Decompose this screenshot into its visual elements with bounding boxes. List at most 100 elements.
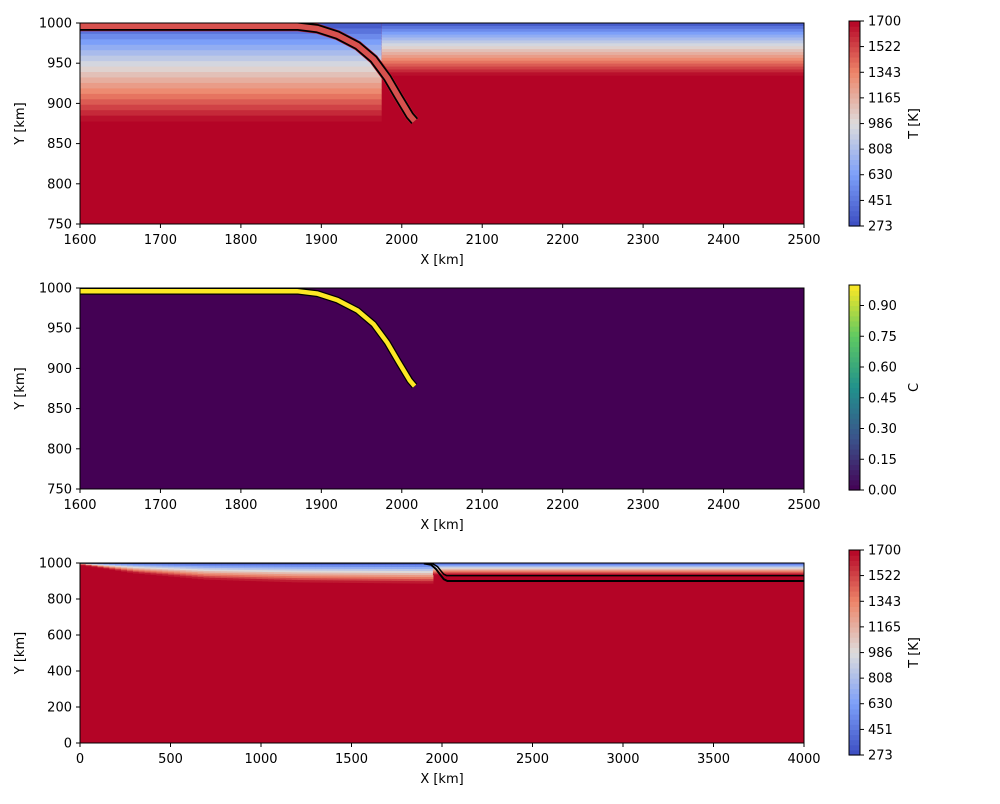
left-plate-cell (103, 565, 110, 567)
left-plate-cell (368, 572, 375, 576)
left-plate-cell (327, 576, 334, 579)
x-tick-label: 2300 (627, 233, 660, 248)
left-plate-cell (215, 574, 222, 577)
left-plate-cell (238, 569, 246, 573)
left-plate-cell (385, 580, 393, 584)
left-plate-cell (291, 579, 299, 583)
left-plate-cell (221, 571, 228, 574)
colorbar-tick-label: 808 (868, 143, 893, 158)
left-plate-cell (109, 566, 116, 568)
left-plate-cell (315, 572, 322, 575)
left-plate-cell (321, 566, 328, 570)
left-plate-cell (309, 564, 316, 568)
left-plate-cell (127, 566, 134, 569)
left-plate-cell (150, 571, 157, 573)
left-plate-cell (115, 568, 122, 570)
left-plate-cell (368, 580, 375, 584)
left-plate-cell (350, 574, 357, 578)
left-plate-cell (380, 580, 387, 584)
left-plate-cell (144, 571, 152, 574)
colorbar-segment (849, 346, 860, 353)
right-plate-band (432, 564, 804, 566)
colorbar-segment (849, 290, 860, 296)
left-plate-cell (121, 564, 128, 566)
left-plate-band (80, 28, 382, 35)
left-plate-cell (274, 568, 281, 571)
left-plate-cell (191, 576, 199, 579)
left-plate-cell (203, 564, 210, 567)
colorbar-segment (849, 667, 860, 674)
left-plate-cell (156, 572, 163, 575)
left-plate-cell (309, 580, 316, 583)
left-plate-cell (421, 569, 428, 572)
left-plate-cell (80, 564, 87, 566)
left-plate-cell (421, 575, 428, 578)
colorbar-segment (849, 570, 860, 577)
left-plate-cell (397, 570, 405, 574)
left-plate-cell (132, 570, 140, 572)
left-plate-cell (138, 563, 146, 565)
colorbar-segment (849, 642, 860, 648)
colorbar-segment (849, 36, 860, 43)
left-plate-cell (332, 578, 340, 581)
left-plate-cell (174, 565, 181, 568)
left-plate-cell (174, 569, 181, 572)
left-plate-cell (274, 572, 281, 575)
left-plate-cell (285, 579, 293, 583)
left-plate-cell (315, 568, 322, 572)
left-plate-cell (427, 579, 434, 582)
left-plate-cell (209, 576, 216, 579)
slab-line (423, 563, 804, 582)
left-plate-cell (232, 569, 240, 573)
left-plate-cell (209, 566, 216, 569)
colorbar-tick-label: 0.45 (868, 391, 897, 406)
left-plate-cell (356, 570, 363, 574)
left-plate-cell (421, 579, 428, 582)
x-tick-label: 2500 (787, 233, 820, 248)
left-plate-cell (244, 564, 252, 567)
left-plate-cell (127, 564, 134, 567)
left-plate-cell (221, 564, 228, 567)
left-plate-cell (132, 563, 140, 565)
colorbar-segment (849, 82, 860, 89)
left-plate-cell (280, 575, 287, 579)
left-plate-cell (297, 566, 305, 570)
left-plate-cell (403, 576, 410, 580)
left-plate-cell (168, 574, 175, 577)
y-tick-label: 750 (47, 218, 72, 233)
colorbar-segment (849, 402, 860, 409)
left-plate-cell (121, 567, 128, 569)
colorbar-segment (849, 550, 860, 556)
left-plate-cell (368, 576, 375, 580)
colorbar-segment (849, 433, 860, 440)
colorbar-segment (849, 154, 860, 160)
left-plate-cell (232, 578, 240, 581)
left-plate-cell (197, 575, 205, 578)
left-plate-cell (191, 575, 199, 578)
left-plate-cell (138, 570, 146, 572)
left-plate-cell (297, 570, 305, 573)
left-plate-cell (309, 572, 316, 575)
left-plate-cell (315, 574, 322, 577)
left-plate-cell (280, 577, 287, 581)
left-plate-cell (327, 570, 334, 574)
left-plate-cell (132, 569, 140, 571)
left-plate-cell (91, 566, 99, 568)
left-plate-cell (227, 576, 234, 579)
y-tick-label: 950 (47, 322, 72, 337)
left-plate-cell (109, 563, 116, 565)
left-plate-cell (291, 574, 299, 577)
left-plate-cell (362, 564, 369, 568)
left-plate-cell (215, 566, 222, 569)
left-plate-cell (197, 567, 205, 570)
right-plate-band (432, 566, 804, 568)
left-plate-cell (280, 564, 287, 568)
colorbar-segment (849, 443, 860, 450)
right-plate-band (432, 572, 804, 574)
left-plate-cell (356, 566, 363, 570)
left-plate-cell (262, 570, 269, 573)
colorbar-tick-label: 0.75 (868, 330, 897, 345)
left-plate-cell (274, 575, 281, 579)
left-plate-cell (197, 577, 205, 580)
